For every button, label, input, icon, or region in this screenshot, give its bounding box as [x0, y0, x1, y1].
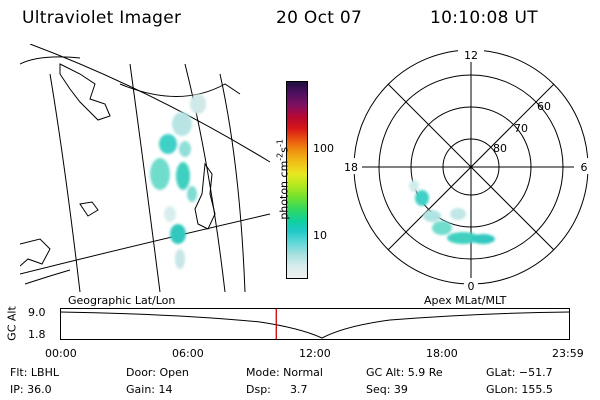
mlt-label-0: 0	[468, 280, 475, 292]
observation-date: 20 Oct 07	[276, 8, 363, 28]
dsp-value: 3.7	[290, 383, 308, 396]
apex-map-label: Apex MLat/MLT	[424, 294, 507, 307]
timeline-ytick-9: 9.0	[28, 306, 46, 319]
polar-mlt-plot: 12 18 6 0 60 70 80	[340, 46, 594, 292]
coastline	[194, 162, 216, 230]
glon-info: GLon: 155.5	[486, 383, 553, 396]
coastline	[119, 83, 241, 97]
door-info: Door: Open	[126, 366, 189, 379]
mlt-label-18: 18	[344, 161, 358, 174]
grid-line	[20, 213, 271, 275]
ip-info: IP: 36.0	[10, 383, 52, 396]
gc-alt-info: GC Alt: 5.9 Re	[366, 366, 443, 379]
grid-line	[219, 73, 246, 292]
coastline	[24, 269, 71, 285]
grid-line	[184, 63, 226, 292]
grid-line	[29, 44, 271, 163]
grid-line	[49, 73, 81, 292]
colorbar-tick-100: 100	[313, 142, 334, 155]
aurora-emission-polar	[409, 180, 495, 244]
altitude-curve	[60, 311, 570, 339]
colorbar-tick-10: 10	[313, 229, 327, 242]
timeline-xtick-2359: 23:59	[552, 347, 584, 360]
observation-time: 10:10:08 UT	[430, 8, 538, 28]
grid-line	[129, 63, 161, 292]
color-scale-bar	[286, 81, 308, 279]
coastline	[20, 56, 81, 65]
mlt-label-6: 6	[581, 161, 588, 174]
coastline	[20, 238, 51, 267]
mlt-diagonal	[387, 83, 555, 251]
glat-info: GLat: −51.7	[486, 366, 553, 379]
coastline	[59, 63, 111, 121]
aurora-emission-geographic	[150, 94, 206, 269]
mlat-label-80: 80	[493, 142, 507, 155]
timeline-xtick-1800: 18:00	[426, 347, 458, 360]
mlat-label-70: 70	[514, 122, 528, 135]
instrument-title: Ultraviolet Imager	[22, 8, 182, 28]
timeline-xtick-0600: 06:00	[172, 347, 204, 360]
coastline	[79, 201, 99, 217]
timeline-xtick-1200: 12:00	[299, 347, 331, 360]
timeline-ytick-1-8: 1.8	[28, 328, 46, 341]
mlt-label-12: 12	[464, 49, 478, 62]
mlat-label-60: 60	[537, 100, 551, 113]
filter-info: Flt: LBHL	[10, 366, 59, 379]
colorbar-unit-label: photon cm-2s-1	[275, 139, 291, 220]
seq-info: Seq: 39	[366, 383, 408, 396]
geographic-map	[20, 44, 271, 292]
dsp-label: Dsp:	[246, 383, 271, 396]
timeline-xtick-0000: 00:00	[45, 347, 77, 360]
geographic-map-label: Geographic Lat/Lon	[68, 294, 176, 307]
timeline-axis-title: GC Alt	[5, 306, 19, 341]
gain-info: Gain: 14	[126, 383, 173, 396]
mode-info: Mode: Normal	[246, 366, 323, 379]
orbit-altitude-timeline	[60, 308, 570, 340]
